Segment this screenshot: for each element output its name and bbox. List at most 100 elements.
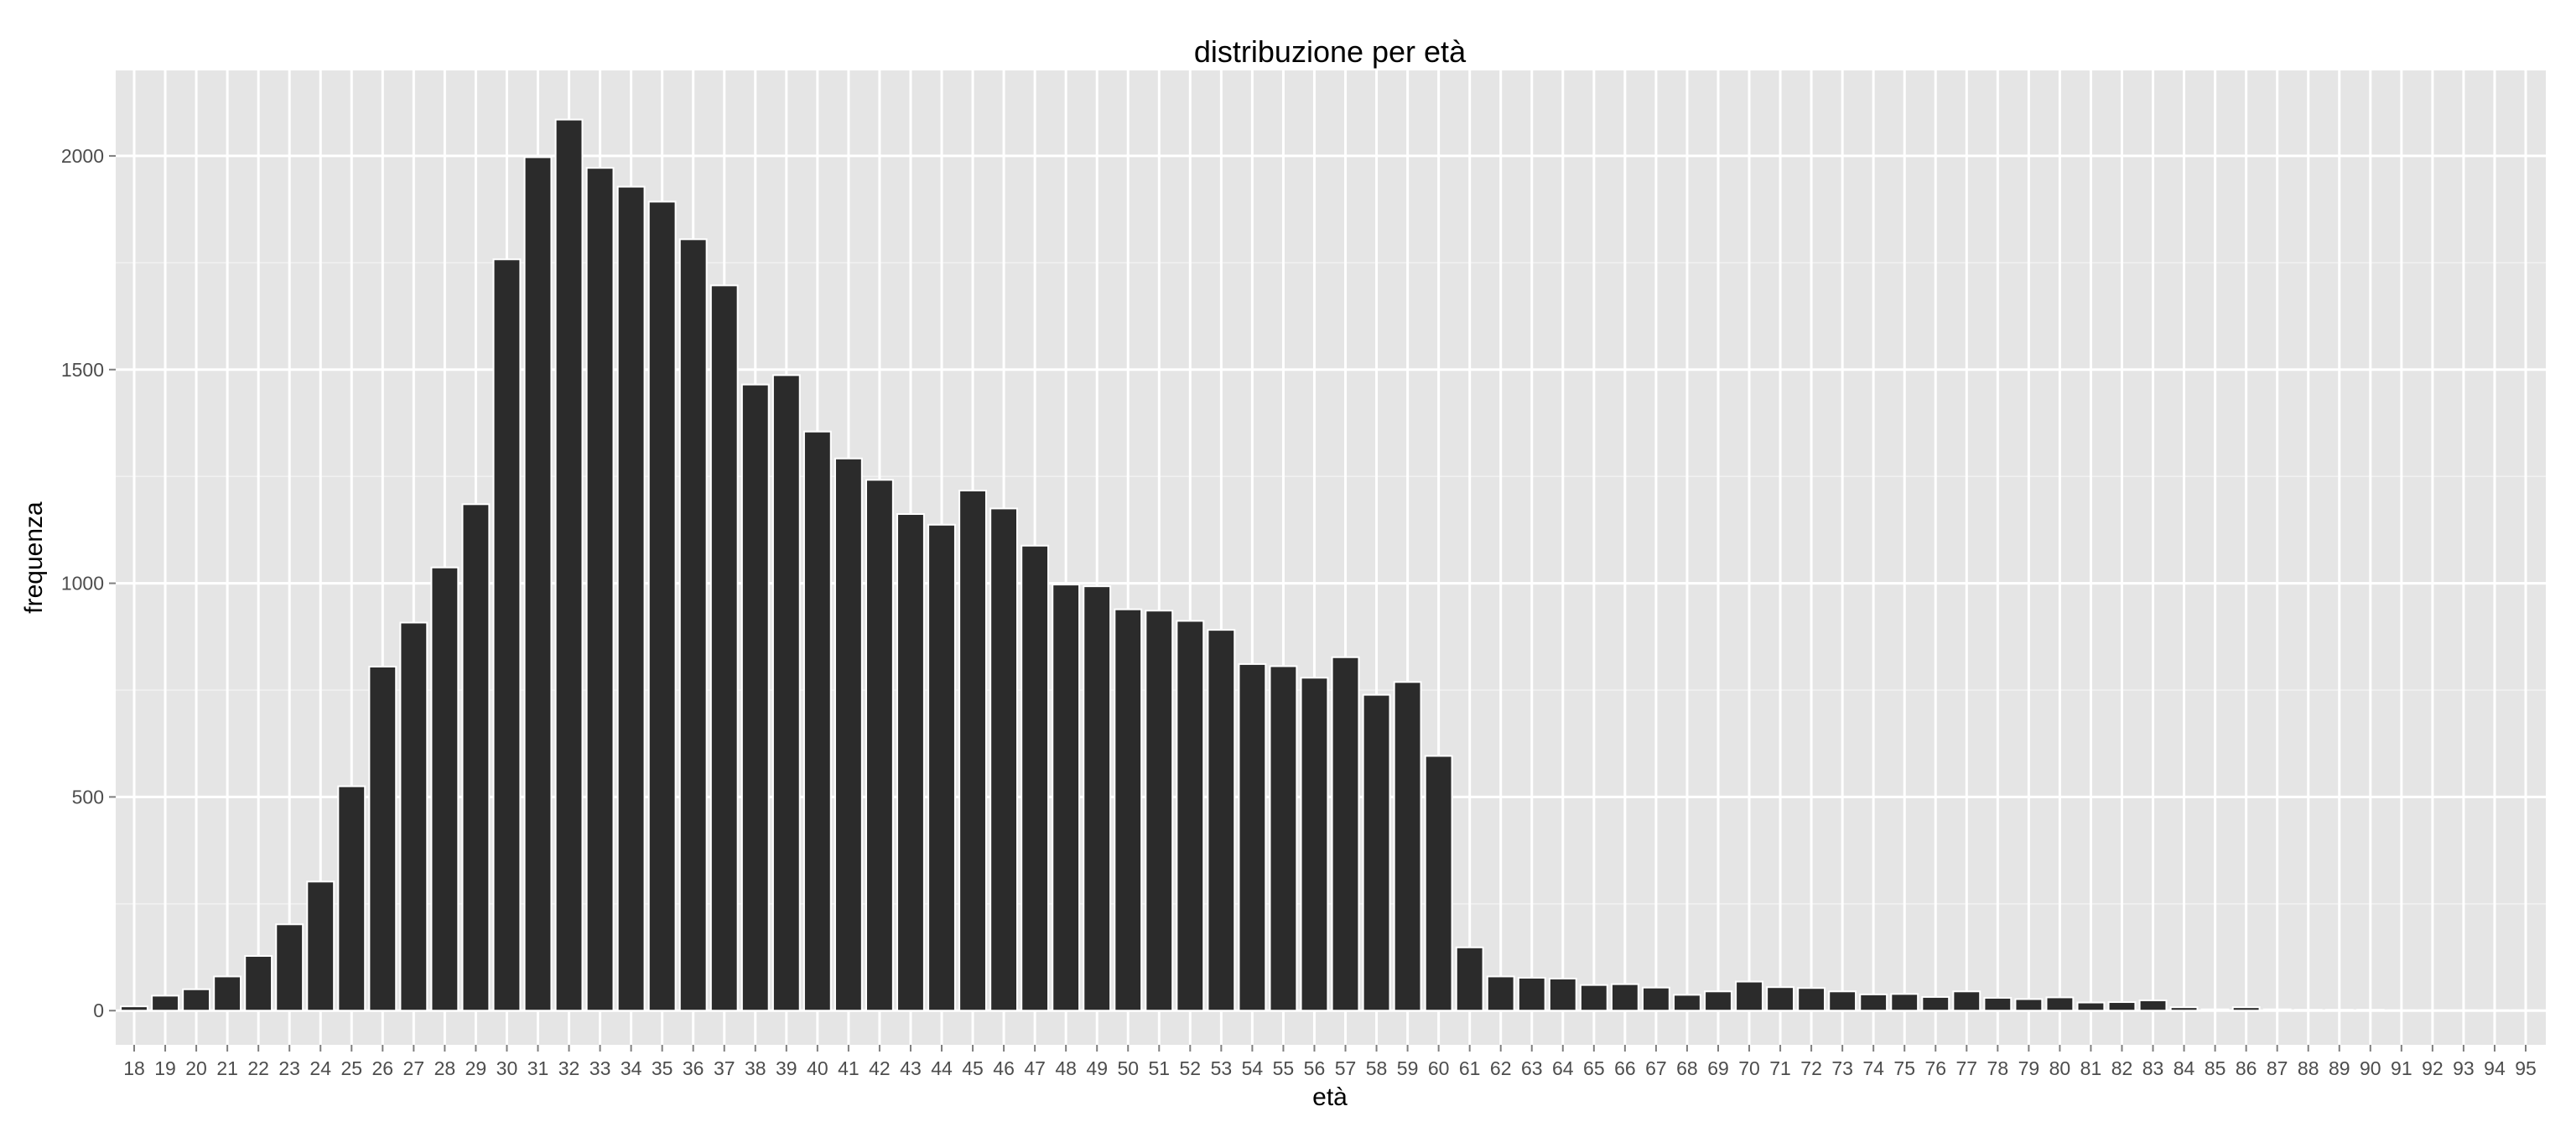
bar-age-40: [802, 430, 832, 1012]
bar-age-38: [740, 383, 770, 1012]
x-tick-label: 70: [1738, 1057, 1760, 1079]
x-tick-label: 61: [1459, 1057, 1481, 1079]
bar-age-69: [1704, 990, 1732, 1012]
x-tick-label: 37: [714, 1057, 735, 1079]
bar-age-49: [1083, 585, 1112, 1012]
x-tick-label: 69: [1707, 1057, 1729, 1079]
x-tick-label: 27: [403, 1057, 425, 1079]
x-tick-label: 87: [2267, 1057, 2288, 1079]
bar-age-31: [523, 156, 553, 1012]
x-tick-label: 86: [2236, 1057, 2257, 1079]
bar-age-87: [2262, 1008, 2292, 1012]
axis-ticks: [109, 154, 2527, 1052]
bar-age-86: [2231, 1006, 2261, 1012]
bar-age-24: [306, 880, 335, 1012]
bar-age-60: [1424, 755, 1453, 1012]
bar-age-58: [1362, 693, 1391, 1012]
y-tick-label: 1500: [61, 359, 104, 381]
x-tick-label: 85: [2205, 1057, 2226, 1079]
bar-age-65: [1579, 984, 1608, 1012]
x-tick-label: 40: [807, 1057, 828, 1079]
bar-age-70: [1735, 980, 1763, 1012]
x-tick-label: 67: [1645, 1057, 1667, 1079]
bar-age-83: [2138, 999, 2168, 1012]
x-tick-label: 95: [2515, 1057, 2537, 1079]
bar-age-29: [461, 503, 491, 1012]
x-tick-label: 38: [745, 1057, 766, 1079]
x-tick-label: 24: [309, 1057, 331, 1079]
x-tick-label: 89: [2329, 1057, 2350, 1079]
x-tick-label: 31: [527, 1057, 549, 1079]
y-tick-label: 0: [93, 1000, 104, 1021]
bar-age-21: [213, 975, 242, 1012]
x-tick-label: 25: [340, 1057, 362, 1079]
bar-age-51: [1145, 610, 1174, 1012]
x-tick-labels: 18 19 20 21 22 23 24 25 26 27 28 29 30 31 32 33 34 35 36 37…: [123, 1057, 2537, 1079]
bar-age-64: [1548, 978, 1577, 1012]
bar-age-95: [2511, 1009, 2540, 1012]
bar-age-33: [585, 167, 615, 1012]
x-tick-label: 55: [1273, 1057, 1295, 1079]
x-tick-label: 18: [123, 1057, 145, 1079]
bar-age-59: [1393, 681, 1422, 1012]
x-tick-label: 19: [154, 1057, 176, 1079]
bar-age-62: [1486, 975, 1515, 1012]
x-tick-label: 90: [2360, 1057, 2381, 1079]
y-tick-label: 2000: [61, 145, 104, 167]
x-tick-label: 29: [465, 1057, 487, 1079]
bar-age-47: [1021, 544, 1050, 1012]
bar-age-53: [1207, 629, 1236, 1012]
x-tick-label: 93: [2453, 1057, 2475, 1079]
x-tick-label: 79: [2018, 1057, 2040, 1079]
bar-age-79: [2014, 998, 2044, 1012]
bar-age-28: [430, 566, 460, 1012]
bar-age-54: [1238, 662, 1267, 1012]
x-tick-label: 36: [683, 1057, 704, 1079]
x-tick-label: 26: [372, 1057, 394, 1079]
bar-age-32: [554, 118, 584, 1012]
bar-age-81: [2076, 1001, 2106, 1012]
x-tick-label: 71: [1769, 1057, 1791, 1079]
bar-age-76: [1921, 995, 1950, 1012]
bar-age-91: [2386, 1009, 2416, 1012]
bar-age-57: [1331, 656, 1360, 1012]
y-tick-label: 1000: [61, 573, 104, 595]
bar-age-75: [1890, 993, 1919, 1012]
x-tick-label: 88: [2298, 1057, 2319, 1079]
bar-age-66: [1610, 983, 1639, 1012]
x-tick-label: 78: [1987, 1057, 2009, 1079]
x-tick-label: 75: [1893, 1057, 1915, 1079]
bar-age-73: [1828, 990, 1857, 1012]
x-tick-label: 47: [1024, 1057, 1046, 1079]
x-tick-label: 68: [1676, 1057, 1698, 1079]
bar-age-36: [678, 238, 708, 1012]
bar-age-72: [1797, 987, 1826, 1012]
bar-age-77: [1952, 990, 1981, 1012]
x-tick-label: 92: [2422, 1057, 2444, 1079]
bar-age-45: [958, 489, 987, 1012]
x-tick-label: 39: [776, 1057, 797, 1079]
bar-age-26: [368, 665, 397, 1012]
x-tick-label: 41: [838, 1057, 860, 1079]
bar-age-18: [120, 1005, 148, 1012]
bar-age-19: [151, 995, 179, 1012]
x-tick-label: 77: [1956, 1057, 1978, 1079]
x-tick-label: 62: [1490, 1057, 1512, 1079]
y-tick-label: 500: [72, 786, 104, 808]
y-axis-title: frequenza: [20, 501, 48, 614]
bar-age-44: [927, 523, 956, 1012]
bar-age-39: [771, 374, 801, 1012]
x-tick-label: 23: [278, 1057, 300, 1079]
x-tick-label: 56: [1304, 1057, 1326, 1079]
x-tick-label: 53: [1211, 1057, 1233, 1079]
bar-age-94: [2480, 1009, 2509, 1012]
bar-age-27: [399, 621, 428, 1012]
x-tick-label: 20: [185, 1057, 207, 1079]
bar-age-80: [2045, 996, 2075, 1012]
bar-age-22: [244, 954, 273, 1012]
x-tick-label: 54: [1242, 1057, 1264, 1079]
x-tick-label: 28: [434, 1057, 456, 1079]
x-tick-label: 33: [589, 1057, 611, 1079]
bar-age-68: [1673, 994, 1701, 1012]
x-tick-label: 73: [1831, 1057, 1853, 1079]
